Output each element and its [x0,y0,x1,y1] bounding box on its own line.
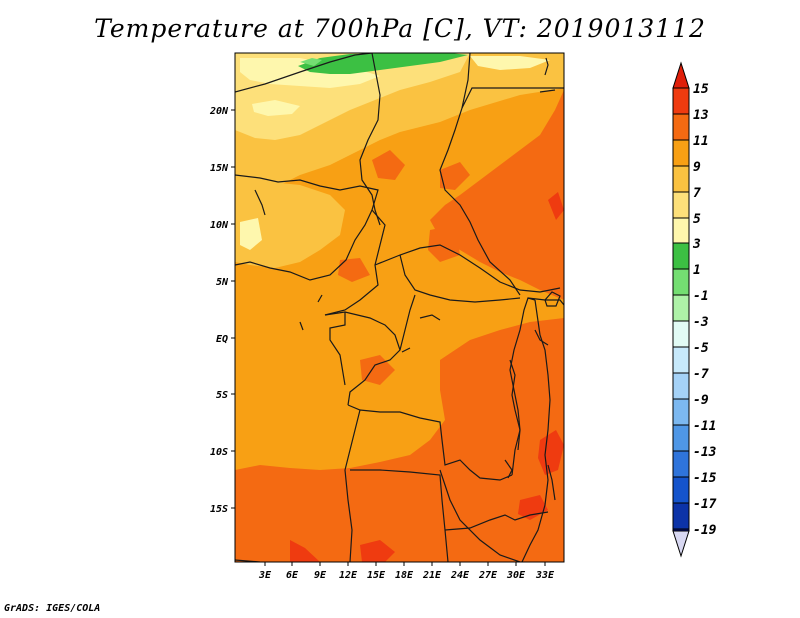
lat-label: EQ [216,334,228,345]
colorbar-label: -11 [693,419,716,434]
lat-label: 5N [216,277,229,288]
colorbar-label: 13 [693,108,709,123]
colorbar-label: 11 [693,134,709,149]
colorbar-label: -5 [693,341,709,356]
lon-label: 21E [422,570,442,581]
latitude-axis [231,109,235,509]
lat-label: 10S [210,447,228,458]
lat-label: 10N [210,220,229,231]
colorbar-label: 15 [693,82,709,97]
colorbar-label: 1 [693,263,701,278]
colorbar-label: -9 [693,393,709,408]
colorbar-label: -7 [693,367,709,382]
lat-label: 20N [209,106,229,117]
colorbar-label: -17 [693,497,717,512]
water-bodies [254,57,561,501]
lon-label: 30E [506,570,526,581]
lon-label: 18E [395,570,414,581]
lon-label: 3E [258,570,272,581]
colorbar-label: -15 [693,471,717,486]
lon-label: 6E [286,570,299,581]
lon-label: 12E [339,570,358,581]
colorbar-label: 7 [693,186,701,201]
lon-label: 27E [478,570,498,581]
lat-label: 15S [210,504,228,515]
lon-label: 15E [367,570,386,581]
lon-label: 33E [535,570,555,581]
map-frame [234,52,565,563]
colorbar-bottom-arrow [672,530,690,558]
colorbar-label: 9 [693,160,701,175]
map-title: Temperature at 700hPa [C], VT: 201901311… [94,14,706,43]
colorbar-label: -1 [693,289,709,304]
lon-label: 24E [450,570,470,581]
colorbar-label: -3 [693,315,709,330]
colorbar [672,61,690,558]
colorbar-label: -13 [693,445,717,460]
colorbar-label: -19 [693,523,717,538]
country-borders [235,53,564,562]
longitude-axis [264,562,546,566]
lat-label: 15N [210,163,229,174]
colorbar-top-arrow [672,61,690,89]
lat-label: 5S [216,390,228,401]
lon-label: 9E [314,570,327,581]
colorbar-label: 3 [692,237,701,252]
credit-footer: GrADS: IGES/COLA [4,603,101,614]
temperature-field [235,53,564,562]
colorbar-label: 5 [693,212,701,227]
